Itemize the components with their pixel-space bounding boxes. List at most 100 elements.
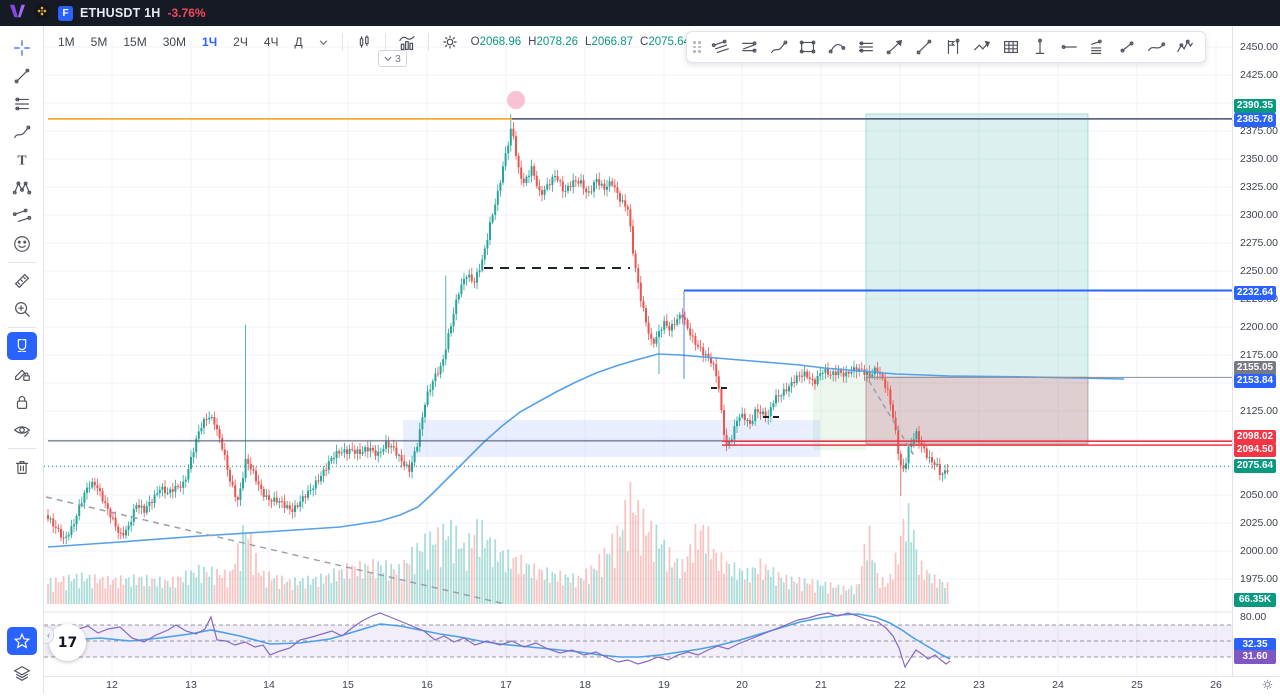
toolbar-separator [384, 33, 386, 51]
elliott-wave-tool-icon[interactable] [1171, 34, 1199, 60]
axis-settings-gear-icon[interactable] [1261, 678, 1274, 696]
chart-style-candles-icon[interactable] [351, 31, 377, 53]
time-tick-label: 16 [421, 679, 433, 691]
gridlines [44, 40, 1232, 676]
emoji-tool-icon[interactable] [7, 230, 37, 258]
vertical-line-tool-icon[interactable] [1026, 34, 1054, 60]
timeframe-button-30m[interactable]: 30M [162, 35, 187, 49]
toolbar-drag-handle-icon[interactable] [693, 41, 701, 53]
toolbar-separator [341, 33, 343, 51]
brush-tool-icon[interactable] [7, 118, 37, 146]
left-drawing-sidebar: T [0, 26, 44, 693]
flat-top-channel-tool-icon[interactable] [736, 34, 764, 60]
zoom-in-tool-icon[interactable] [7, 295, 37, 323]
ohlc-l: L2066.87 [585, 36, 634, 48]
timeframe-button-1m[interactable]: 1M [58, 35, 75, 49]
indicators-icon[interactable] [394, 31, 420, 53]
open-curve-tool-icon[interactable] [1142, 34, 1170, 60]
price-badge: 2385.78 [1234, 113, 1276, 127]
fib-retracement-tool-icon[interactable] [7, 90, 37, 118]
xabcd-pattern-tool-icon[interactable] [7, 174, 37, 202]
parallel-channel-tool-icon[interactable] [7, 202, 37, 230]
drawing-lock-tool-icon[interactable] [7, 360, 37, 388]
price-tick-label: 2300.00 [1240, 209, 1278, 221]
risk-zone [865, 376, 1089, 445]
arrow-marker-tool-icon[interactable] [881, 34, 909, 60]
rsi-pane [43, 611, 1232, 669]
crosshair-tool-icon[interactable] [7, 34, 37, 62]
timeframe-button-5m[interactable]: 5M [90, 35, 108, 49]
time-tick-label: 20 [736, 679, 748, 691]
price-tick-label: 2350.00 [1240, 153, 1278, 165]
trend-line-tool-icon[interactable] [910, 34, 938, 60]
symbol-title[interactable]: ETHUSDT 1H [80, 6, 161, 20]
event-marker-circle [507, 91, 525, 109]
price-tick-label: 2325.00 [1240, 181, 1278, 193]
binance-logo-icon[interactable] [33, 2, 51, 25]
timeframe-dropdown-chevron-icon[interactable] [313, 32, 334, 52]
legend-collapse-button[interactable]: 3 [378, 50, 407, 67]
price-badge: 2075.64 [1234, 459, 1276, 473]
text-tool-icon[interactable]: T [7, 146, 37, 174]
floating-drawing-toolbar[interactable] [686, 31, 1206, 63]
parallel-lines-tool-icon[interactable] [852, 34, 880, 60]
horizontal-ray-tool-icon[interactable] [1055, 34, 1083, 60]
disjoint-channel-tool-icon[interactable] [1084, 34, 1112, 60]
chart-toolbar: 1M 5M 15M 30M 1Ч 2Ч 4Ч Д O2068.96 H2078.26 L2066.8… [52, 30, 690, 54]
legend-collapse-count: 3 [395, 52, 401, 65]
lock-all-tool-icon[interactable] [7, 388, 37, 416]
price-tick-label: 2000.00 [1240, 545, 1278, 557]
ohlc-o: O2068.96 [470, 36, 522, 48]
price-badge: 2155.05 [1234, 361, 1276, 375]
timeframe-button-15m[interactable]: 15M [123, 35, 147, 49]
price-axis[interactable]: 2450.00 2425.00 2375.00 2350.00 2325.00 2300.… [1232, 26, 1280, 676]
time-tick-label: 22 [894, 679, 906, 691]
brush-tool-icon[interactable] [765, 34, 793, 60]
time-tick-label: 23 [973, 679, 985, 691]
curve-tool-icon[interactable] [823, 34, 851, 60]
ruler-tool-icon[interactable] [7, 267, 37, 295]
price-levels [44, 118, 1232, 467]
rsi-line [43, 612, 951, 669]
change-percent: -3.76% [167, 6, 206, 20]
price-badge: 2390.35 [1234, 99, 1276, 113]
trend-line-tool-icon[interactable] [7, 62, 37, 90]
ohlc-c: C2075.64 [640, 36, 690, 48]
zones [403, 113, 1089, 457]
object-tree-button[interactable] [7, 659, 37, 687]
line-segment-tool-icon[interactable] [1113, 34, 1141, 60]
time-axis[interactable]: 12 13 14 15 16 17 18 19 20 21 22 23 24 25 26 [0, 676, 1280, 693]
settings-gear-icon[interactable] [437, 31, 463, 53]
parallel-channel-tool-icon[interactable] [707, 34, 735, 60]
ohlc-legend: O2068.96 H2078.26 L2066.87 C2075.64 [471, 36, 690, 48]
price-badge: 2098.02 [1234, 430, 1276, 444]
timeframe-button-д[interactable]: Д [294, 35, 303, 49]
trend-dash-long [45, 496, 506, 605]
magnet-tool-icon[interactable] [6, 332, 37, 360]
flag-mark-tool-icon[interactable] [939, 34, 967, 60]
price-tick-label: 2375.00 [1240, 125, 1278, 137]
price-badge: 31.60 [1234, 650, 1276, 664]
time-tick-label: 17 [500, 679, 512, 691]
volume-bars [47, 482, 949, 604]
favorites-button[interactable] [7, 627, 37, 655]
tradingview-watermark: 17 [49, 624, 86, 661]
price-tick-label: 2175.00 [1240, 349, 1278, 361]
ma-line [47, 353, 1125, 548]
sidebar-divider [7, 262, 36, 263]
time-tick-label: 25 [1131, 679, 1143, 691]
zigzag-tool-icon[interactable] [968, 34, 996, 60]
price-tick-label: 2125.00 [1240, 405, 1278, 417]
timeframe-button-1ч[interactable]: 1Ч [202, 35, 218, 49]
gann-box-tool-icon[interactable] [997, 34, 1025, 60]
time-tick-label: 12 [106, 679, 118, 691]
rectangle-tool-icon[interactable] [794, 34, 822, 60]
time-tick-label: 21 [815, 679, 827, 691]
hide-all-tool-icon[interactable] [7, 416, 37, 444]
price-tick-label: 2250.00 [1240, 265, 1278, 277]
remove-all-tool-icon[interactable] [7, 453, 37, 481]
timeframe-button-4ч[interactable]: 4Ч [263, 35, 279, 49]
platform-logo-icon[interactable] [8, 3, 26, 24]
timeframe-button-2ч[interactable]: 2Ч [233, 35, 248, 49]
